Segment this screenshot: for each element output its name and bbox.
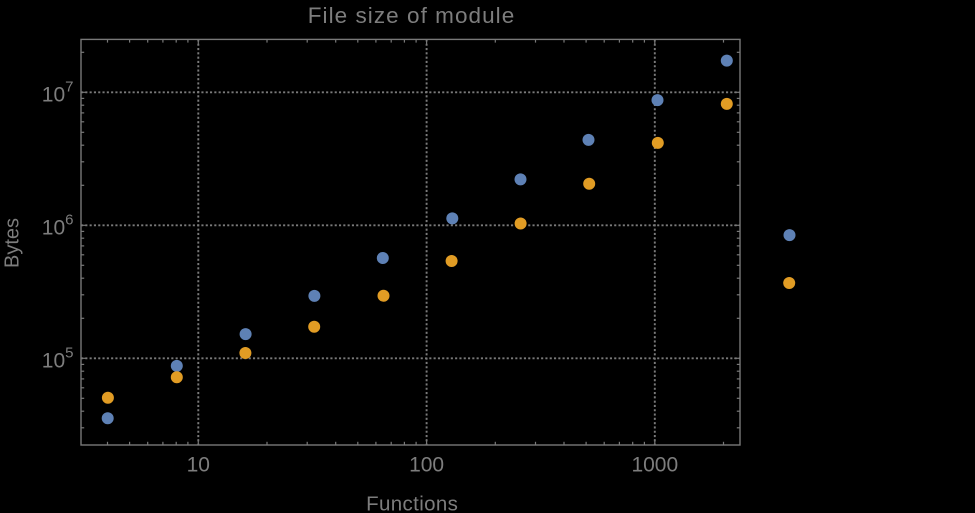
- svg-text:Functions: Functions: [366, 492, 458, 513]
- svg-text:10: 10: [187, 454, 210, 477]
- svg-text:107: 107: [42, 79, 74, 107]
- svg-text:100: 100: [409, 454, 444, 477]
- svg-text:File size of module: File size of module: [308, 3, 516, 28]
- svg-text:Bytes: Bytes: [2, 218, 24, 268]
- svg-text:105: 105: [42, 345, 74, 373]
- svg-text:1000: 1000: [631, 454, 678, 477]
